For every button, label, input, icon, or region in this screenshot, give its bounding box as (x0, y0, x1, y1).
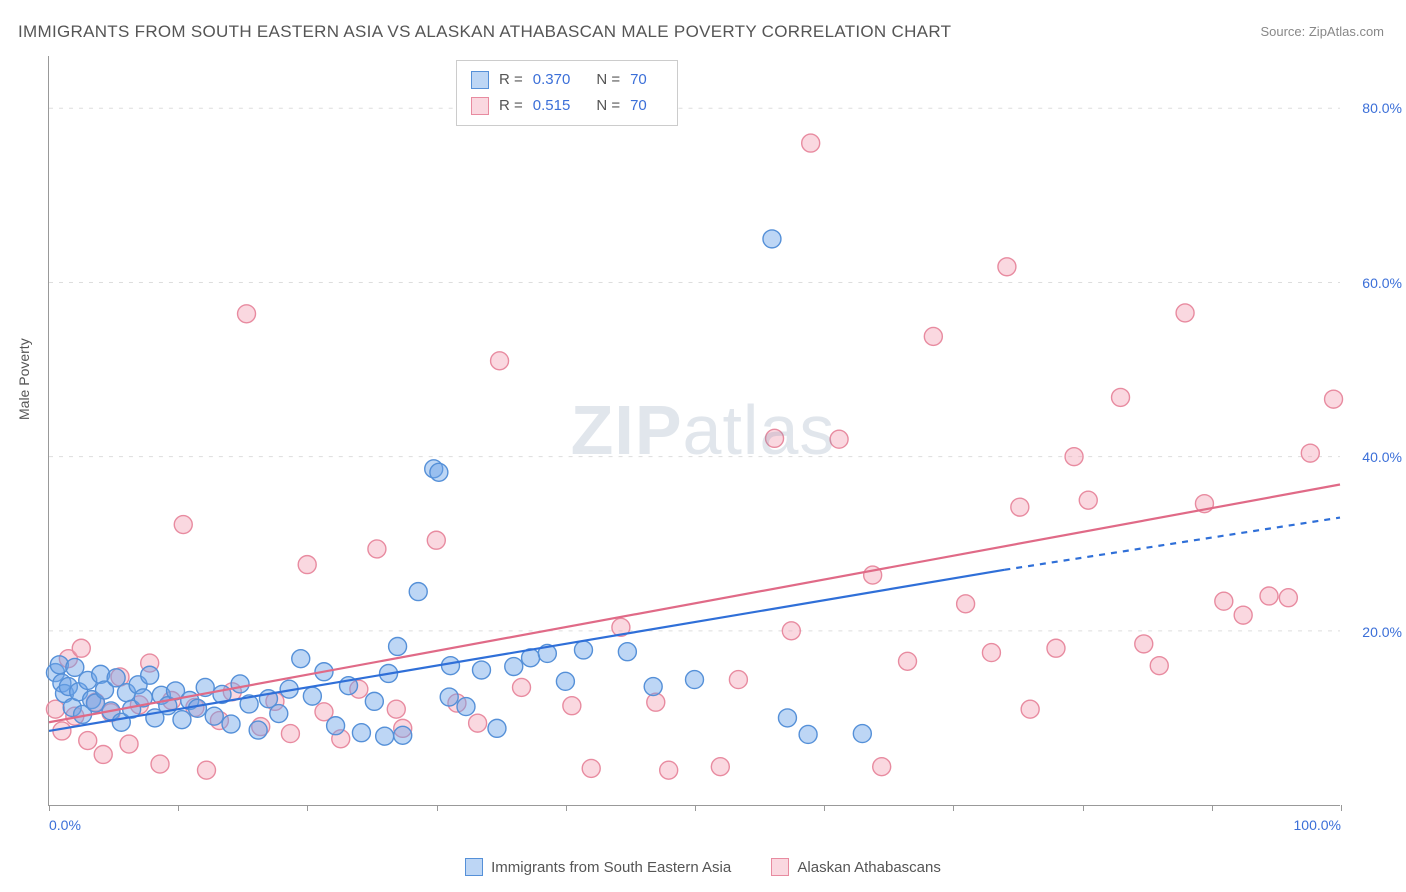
swatch-blue (471, 71, 489, 89)
r-value-1: 0.370 (533, 67, 571, 93)
swatch-pink (471, 97, 489, 115)
swatch-blue (465, 858, 483, 876)
bottom-legend: Immigrants from South Eastern Asia Alask… (0, 858, 1406, 880)
n-label: N = (596, 93, 620, 119)
x-tick (824, 805, 825, 811)
x-tick (178, 805, 179, 811)
x-tick (307, 805, 308, 811)
source-attribution: Source: ZipAtlas.com (1260, 24, 1384, 39)
x-tick-label: 0.0% (49, 817, 81, 833)
n-value-1: 70 (630, 67, 647, 93)
x-tick (1341, 805, 1342, 811)
chart-title: IMMIGRANTS FROM SOUTH EASTERN ASIA VS AL… (18, 22, 951, 42)
stats-legend: R = 0.370 N = 70 R = 0.515 N = 70 (456, 60, 678, 126)
swatch-pink (771, 858, 789, 876)
x-tick (566, 805, 567, 811)
n-label: N = (596, 67, 620, 93)
y-tick-label: 60.0% (1362, 275, 1402, 291)
plot-area: 20.0%40.0%60.0%80.0% 0.0%100.0% (48, 56, 1340, 806)
x-tick (1083, 805, 1084, 811)
y-tick-label: 20.0% (1362, 624, 1402, 640)
x-tick (49, 805, 50, 811)
chart-svg (49, 56, 1340, 805)
r-value-2: 0.515 (533, 93, 571, 119)
y-tick-label: 80.0% (1362, 100, 1402, 116)
r-label: R = (499, 67, 523, 93)
y-axis-label: Male Poverty (16, 338, 32, 420)
x-tick (695, 805, 696, 811)
stats-row-series-2: R = 0.515 N = 70 (471, 93, 663, 119)
legend-item-1: Immigrants from South Eastern Asia (465, 858, 731, 876)
n-value-2: 70 (630, 93, 647, 119)
x-tick (953, 805, 954, 811)
x-tick-label: 100.0% (1294, 817, 1341, 833)
legend-item-2: Alaskan Athabascans (771, 858, 940, 876)
legend-label-1: Immigrants from South Eastern Asia (491, 859, 731, 876)
y-tick-label: 40.0% (1362, 449, 1402, 465)
legend-label-2: Alaskan Athabascans (797, 859, 940, 876)
x-tick (1212, 805, 1213, 811)
r-label: R = (499, 93, 523, 119)
stats-row-series-1: R = 0.370 N = 70 (471, 67, 663, 93)
x-tick (437, 805, 438, 811)
